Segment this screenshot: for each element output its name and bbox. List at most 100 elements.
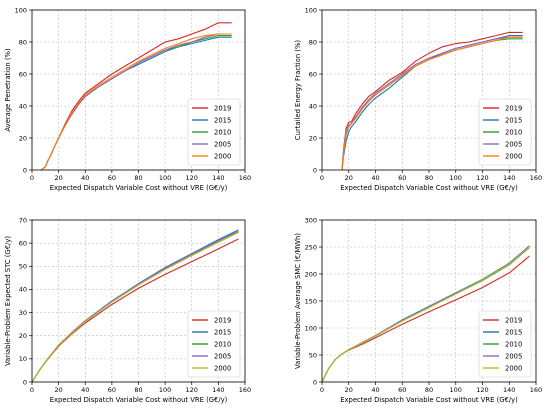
legend-box [187,310,241,378]
x-tick-label: 160 [530,174,542,182]
x-tick-label: 60 [398,174,406,182]
x-tick-label: 0 [320,386,324,394]
legend-entry-label: 2010 [214,340,231,348]
x-tick-label: 0 [30,174,34,182]
x-tick-label: 20 [54,386,62,394]
x-tick-label: 160 [239,386,251,394]
x-tick-label: 60 [108,174,116,182]
axes-frame [321,9,537,171]
y-tick-label: 50 [309,351,317,359]
x-tick-label: 80 [134,174,142,182]
x-tick-label: 0 [30,386,34,394]
legend: 2019 2015 2010 2005 2000 [478,98,532,166]
x-axis-label: Expected Dispatch Variable Cost without … [340,184,518,192]
axes-frame [321,219,537,383]
legend-entry-label: 2019 [214,316,231,324]
y-tick-label: 60 [19,239,27,247]
x-tick-label: 140 [212,386,224,394]
y-tick-label: 60 [19,70,27,78]
x-tick-label: 40 [371,174,379,182]
y-tick-label: 150 [305,297,317,305]
y-tick-label: 60 [309,70,317,78]
x-tick-label: 60 [108,386,116,394]
x-tick-label: 100 [159,174,171,182]
y-axis-label: Variable-Problem Average SMC (€/MWh) [294,233,302,369]
legend-entry-label: 2010 [214,128,231,136]
legend-entry-label: 2019 [505,316,522,324]
legend-entry-label: 2005 [214,352,231,360]
x-tick-label: 80 [425,174,433,182]
x-axis-label: Expected Dispatch Variable Cost without … [50,396,228,404]
x-tick-label: 140 [503,174,515,182]
y-tick-label: 250 [305,243,317,251]
x-tick-label: 120 [186,174,198,182]
series-line-2000 [321,246,530,383]
legend: 2019 2015 2010 2005 2000 [187,310,241,378]
y-tick-label: 100 [15,6,27,14]
y-tick-label: 40 [19,102,27,110]
y-tick-label: 50 [19,263,27,271]
chart-panel-4: 0 20 40 60 80 100 120 140 160 0 50 100 150 200 250 300 E… [294,216,542,404]
legend-entry-label: 2015 [214,116,231,124]
y-tick-label: 0 [313,378,317,386]
chart-panel-1: 0 20 40 60 80 100 120 140 160 0 20 40 60 80 100 Expecte… [4,6,251,192]
legend-entry-label: 2005 [214,140,231,148]
series-line-2000 [341,36,523,171]
legend-entry-label: 2005 [505,140,522,148]
x-tick-label: 100 [450,174,462,182]
y-axis-label: Curtailed Energy Fraction (%) [294,40,302,140]
x-tick-label: 140 [212,174,224,182]
y-tick-label: 10 [19,355,27,363]
legend-entry-label: 2015 [214,328,231,336]
series-line-2000 [31,232,239,383]
x-tick-label: 120 [186,386,198,394]
x-tick-label: 0 [320,174,324,182]
legend-entry-label: 2000 [505,152,522,160]
y-tick-label: 100 [305,6,317,14]
legend-entry-label: 2010 [505,340,522,348]
y-axis-label: Average Penetration (%) [4,48,12,132]
y-tick-label: 40 [309,102,317,110]
legend-entry-label: 2015 [505,328,522,336]
x-axis-label: Expected Dispatch Variable Cost without … [340,396,518,404]
series-line-2019 [341,31,523,171]
x-tick-label: 160 [530,386,542,394]
y-tick-label: 100 [305,324,317,332]
y-tick-label: 300 [305,216,317,224]
x-tick-label: 100 [450,386,462,394]
chart-panel-3: 0 20 40 60 80 100 120 140 160 0 10 20 30 40 50 60 70 Expe… [4,216,251,404]
legend-entry-label: 2015 [505,116,522,124]
y-tick-label: 0 [23,166,27,174]
legend-entry-label: 2010 [505,128,522,136]
y-tick-label: 0 [23,378,27,386]
x-tick-label: 60 [398,386,406,394]
legend: 2019 2015 2010 2005 2000 [187,98,241,166]
y-tick-label: 0 [313,166,317,174]
y-tick-label: 80 [309,38,317,46]
x-tick-label: 40 [81,386,89,394]
legend-entry-label: 2005 [505,352,522,360]
x-axis-label: Expected Dispatch Variable Cost without … [50,184,228,192]
x-tick-label: 140 [503,386,515,394]
y-tick-label: 200 [305,270,317,278]
legend-box [478,98,532,166]
x-tick-label: 40 [81,174,89,182]
axes-frame [31,9,246,171]
y-axis-label: Variable-Problem Expected STC (G€/y) [4,236,12,366]
legend-entry-label: 2000 [214,364,231,372]
y-tick-label: 30 [19,309,27,317]
series-line-2000 [40,33,232,171]
y-tick-label: 20 [19,134,27,142]
y-tick-label: 20 [19,332,27,340]
chart-panel-2: 0 20 40 60 80 100 120 140 160 0 20 40 60 80 100 Expecte… [294,6,542,192]
legend: 2019 2015 2010 2005 2000 [478,310,532,378]
legend-entry-label: 2000 [214,152,231,160]
x-tick-label: 20 [345,386,353,394]
axes-frame [31,219,246,383]
x-tick-label: 20 [345,174,353,182]
x-tick-label: 40 [371,386,379,394]
legend-entry-label: 2019 [214,104,231,112]
x-tick-label: 120 [476,174,488,182]
x-tick-label: 120 [476,386,488,394]
